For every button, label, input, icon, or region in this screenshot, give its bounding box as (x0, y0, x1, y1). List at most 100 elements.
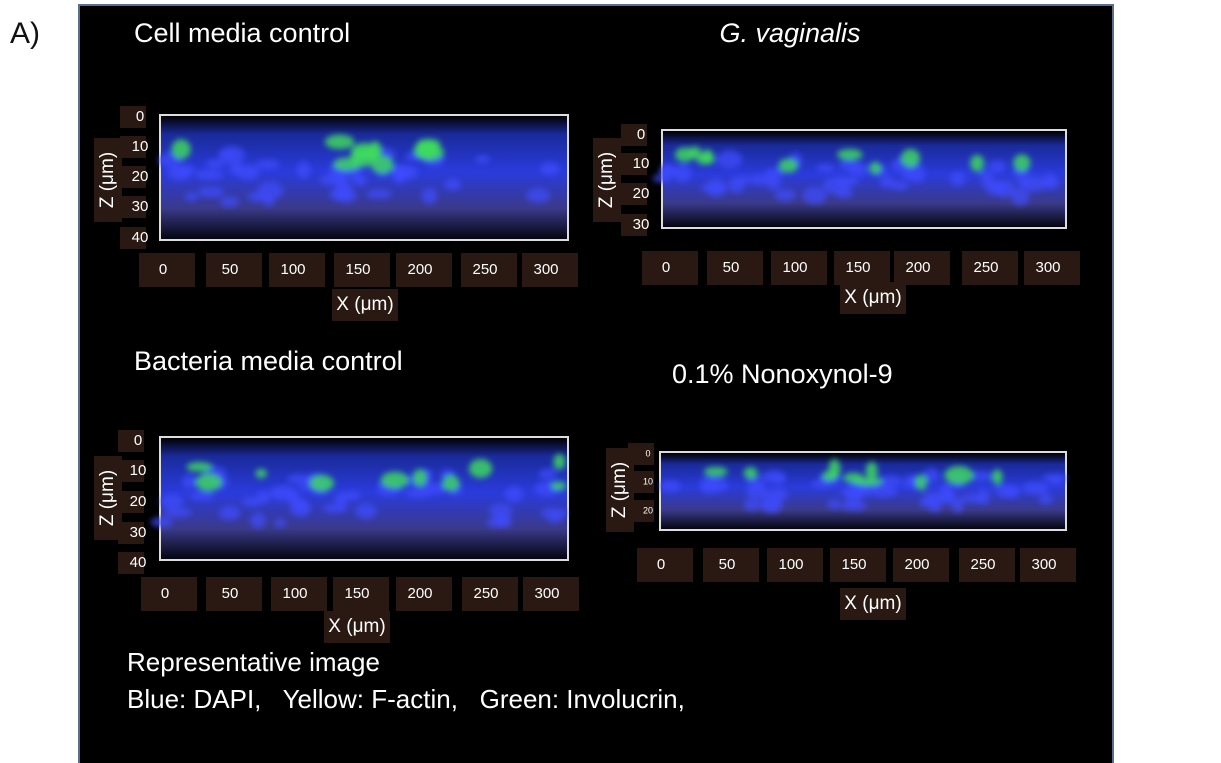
nucleus (342, 491, 360, 500)
x-tick-label: 300 (534, 585, 559, 602)
nucleus (256, 160, 280, 169)
panel-label: A) (10, 17, 40, 50)
nucleus (841, 501, 868, 510)
nucleus (743, 499, 761, 511)
z-tick-label: 0 (637, 126, 645, 143)
nucleus (539, 468, 556, 479)
involucrin (779, 159, 798, 173)
x-tick-label: 150 (841, 556, 866, 573)
involucrin (901, 149, 920, 167)
nucleus (705, 179, 726, 197)
nucleus (839, 160, 859, 171)
nucleus (1049, 477, 1063, 485)
nucleus (526, 188, 550, 202)
x-tick-label: 50 (222, 585, 239, 602)
panel-title: 0.1% Nonoxynol-9 (672, 359, 893, 389)
x-axis-label: X (μm) (844, 287, 901, 308)
nucleus (994, 180, 1015, 197)
nucleus (1023, 482, 1048, 494)
z-tick-label: 0 (645, 448, 650, 458)
x-tick-label: 250 (472, 261, 497, 278)
nucleus (355, 503, 376, 519)
nucleus (164, 508, 192, 517)
involucrin (381, 472, 409, 489)
nucleus (475, 155, 490, 163)
nucleus (422, 188, 438, 204)
involucrin (869, 162, 881, 174)
involucrin (469, 459, 492, 478)
nucleus (972, 471, 992, 482)
panel-title: G. vaginalis (719, 18, 860, 48)
nucleus (706, 477, 728, 492)
involucrin (413, 469, 427, 486)
involucrin (310, 475, 335, 491)
x-tick-label: 250 (970, 556, 995, 573)
nucleus (222, 150, 235, 158)
involucrin (171, 139, 190, 159)
nucleus (323, 504, 347, 513)
nucleus (950, 172, 966, 186)
nucleus (196, 170, 223, 180)
x-tick-label: 150 (344, 585, 369, 602)
nucleus (185, 192, 198, 201)
nucleus (219, 506, 240, 520)
z-tick-label: 30 (130, 524, 147, 541)
nucleus (182, 475, 196, 489)
nucleus (494, 514, 512, 527)
nucleus (989, 160, 1007, 172)
x-tick-label: 250 (973, 259, 998, 276)
nucleus (746, 478, 764, 489)
z-tick-label: 0 (136, 108, 144, 125)
figure: A) Representative image Blue: DAPI, Yell… (0, 0, 1221, 763)
x-tick-label: 100 (778, 556, 803, 573)
x-tick-label: 50 (719, 556, 736, 573)
involucrin (866, 462, 878, 480)
z-axis-label: Z (μm) (97, 152, 118, 208)
nucleus (995, 485, 1020, 497)
caption-line: Blue: DAPI, Yellow: F-actin, Green: Invo… (127, 684, 685, 714)
involucrin (704, 467, 728, 476)
nucleus (717, 151, 742, 169)
z-tick-label: 10 (633, 155, 650, 172)
involucrin (915, 474, 927, 490)
nucleus (230, 161, 242, 175)
nucleus (250, 513, 266, 528)
z-tick-label: 20 (643, 505, 653, 515)
nucleus (962, 494, 985, 503)
nucleus (366, 189, 391, 198)
nucleus (297, 161, 310, 178)
z-axis-label: Z (μm) (609, 462, 630, 518)
panel-title: Cell media control (134, 18, 350, 48)
x-axis-label: X (μm) (336, 294, 393, 315)
x-tick-label: 250 (473, 585, 498, 602)
nucleus (823, 177, 850, 194)
nucleus (816, 164, 834, 172)
involucrin (837, 149, 863, 160)
nucleus (392, 166, 405, 184)
nucleus (547, 513, 563, 523)
z-tick-label: 40 (132, 229, 149, 246)
x-axis-label: X (μm) (328, 616, 385, 637)
nucleus (540, 162, 559, 175)
involucrin (186, 462, 212, 472)
involucrin (829, 459, 841, 478)
z-tick-label: 30 (132, 198, 149, 215)
involucrin (944, 466, 973, 485)
nucleus (198, 187, 224, 198)
nucleus (761, 500, 780, 510)
x-tick-label: 0 (662, 259, 670, 276)
nucleus (220, 197, 239, 207)
x-tick-label: 300 (533, 261, 558, 278)
x-tick-label: 200 (905, 259, 930, 276)
x-tick-label: 200 (407, 261, 432, 278)
involucrin (744, 467, 758, 479)
nucleus (827, 499, 842, 509)
nucleus (749, 175, 770, 185)
involucrin (970, 155, 984, 172)
involucrin (551, 481, 566, 490)
nucleus (444, 179, 460, 191)
z-tick-label: 20 (130, 493, 147, 510)
involucrin (256, 469, 267, 478)
x-tick-label: 100 (280, 261, 305, 278)
x-tick-label: 50 (723, 259, 740, 276)
